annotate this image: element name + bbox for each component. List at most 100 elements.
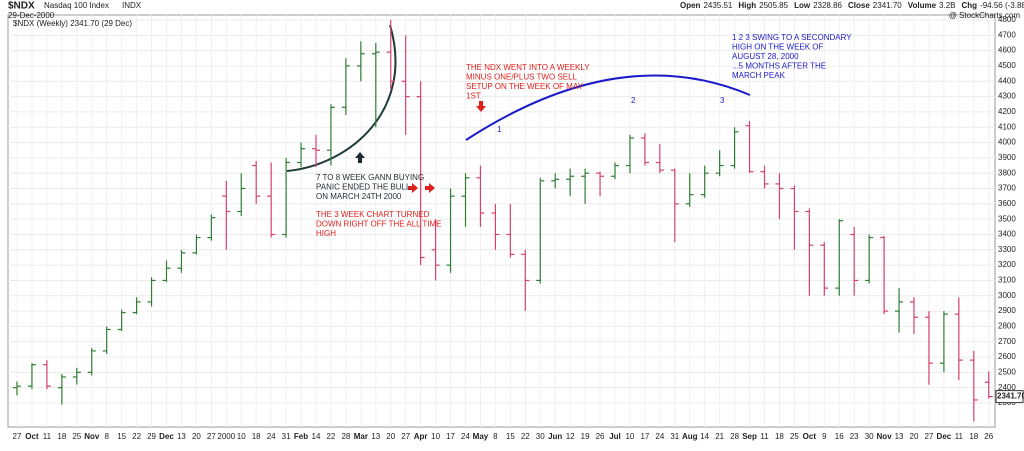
quote-label: Low — [794, 1, 811, 10]
x-tick-label: 24 — [267, 432, 276, 441]
annotation: HIGH — [316, 229, 336, 238]
arrow-right — [425, 183, 435, 193]
last-price-box — [995, 390, 1024, 404]
x-tick-label: 17 — [640, 432, 649, 441]
x-tick-label: 11 — [43, 432, 52, 441]
annotation: ON MARCH 24TH 2000 — [316, 192, 402, 201]
y-tick-label: 2400 — [998, 383, 1016, 392]
x-tick-label: 24 — [461, 432, 470, 441]
quote-value: 2328.86 — [813, 1, 842, 10]
plot-frame — [7, 14, 996, 428]
x-tick-label: Dec — [159, 432, 174, 441]
curve — [286, 24, 397, 172]
y-tick-label: 4500 — [998, 61, 1016, 70]
y-tick-label: 2800 — [998, 322, 1016, 331]
y-tick-label: 3800 — [998, 168, 1016, 177]
arrow-right — [408, 183, 418, 193]
x-tick-label: 27 — [13, 432, 22, 441]
y-tick-label: 4000 — [998, 138, 1016, 147]
y-tick-label: 3500 — [998, 214, 1016, 223]
quote-value: 2435.51 — [703, 1, 732, 10]
y-tick-label: 2900 — [998, 306, 1016, 315]
annotation: 7 TO 8 WEEK GANN BUYING — [316, 173, 424, 182]
x-tick-label: 16 — [835, 432, 844, 441]
x-tick-label: 11 — [955, 432, 964, 441]
x-tick-label: 18 — [775, 432, 784, 441]
quote-label: Chg — [962, 1, 978, 10]
x-tick-label: 15 — [506, 432, 515, 441]
x-tick-label: Dec — [937, 432, 952, 441]
swing-label: 3 — [720, 96, 725, 105]
annotation: THE 3 WEEK CHART TURNED — [316, 210, 430, 219]
x-tick-label: Sep — [742, 432, 757, 441]
symbol: $NDX — [8, 1, 35, 12]
quote-value: -94.56 (-3.88%) — [980, 1, 1024, 10]
y-tick-label: 2700 — [998, 337, 1016, 346]
x-tick-label: 21 — [715, 432, 724, 441]
x-tick-label: 28 — [730, 432, 739, 441]
y-tick-label: 3200 — [998, 260, 1016, 269]
x-tick-label: Oct — [803, 432, 817, 441]
annotation: 1ST — [466, 92, 481, 101]
x-tick-label: 2000 — [217, 432, 235, 441]
x-tick-label: 18 — [57, 432, 66, 441]
x-tick-label: 13 — [895, 432, 904, 441]
x-tick-label: Oct — [25, 432, 39, 441]
y-tick-label: 4300 — [998, 92, 1016, 101]
x-tick-label: Feb — [294, 432, 308, 441]
y-tick-label: 4200 — [998, 107, 1016, 116]
x-tick-label: 29 — [147, 432, 156, 441]
x-tick-label: Jul — [609, 432, 621, 441]
annotation: DOWN RIGHT OFF THE ALL TIME — [316, 220, 442, 229]
x-tick-label: 20 — [910, 432, 919, 441]
arrow-up — [355, 152, 365, 163]
annotation: SETUP ON THE WEEK OF MAY — [466, 82, 584, 91]
annotation: 1 2 3 SWING TO A SECONDARY — [732, 33, 852, 42]
x-tick-label: 22 — [521, 432, 530, 441]
annotation: THE NDX WENT INTO A WEEKLY — [466, 63, 590, 72]
x-tick-label: Aug — [682, 432, 698, 441]
last-price: 2341.70 — [997, 392, 1024, 401]
x-tick-label: Nov — [877, 432, 893, 441]
index-name: Nasdaq 100 Index — [44, 1, 109, 10]
y-tick-label: 3600 — [998, 199, 1016, 208]
y-tick-label: 4600 — [998, 46, 1016, 55]
y-tick-label: 3100 — [998, 276, 1016, 285]
y-tick-label: 2600 — [998, 352, 1016, 361]
date: 29-Dec-2000 — [8, 11, 55, 20]
x-tick-label: 13 — [177, 432, 186, 441]
x-tick-label: 25 — [72, 432, 81, 441]
x-tick-label: 20 — [192, 432, 201, 441]
y-tick-label: 4700 — [998, 30, 1016, 39]
x-tick-label: 31 — [670, 432, 679, 441]
x-tick-label: 11 — [760, 432, 769, 441]
x-tick-label: 8 — [493, 432, 498, 441]
quote-value: 2505.85 — [759, 1, 788, 10]
quote-label: High — [738, 1, 756, 10]
x-tick-label: 14 — [700, 432, 709, 441]
x-tick-label: Mar — [354, 432, 368, 441]
annotation: MARCH PEAK — [732, 71, 786, 80]
source: @ StockCharts.com — [949, 11, 1021, 20]
x-tick-label: 23 — [850, 432, 859, 441]
y-tick-label: 4400 — [998, 76, 1016, 85]
x-tick-label: 27 — [401, 432, 410, 441]
x-tick-label: Nov — [84, 432, 100, 441]
x-tick-label: Apr — [414, 432, 428, 441]
annotation: AUGUST 28, 2000 — [732, 52, 799, 61]
x-tick-label: 10 — [625, 432, 634, 441]
x-tick-label: 12 — [566, 432, 575, 441]
x-tick-label: 30 — [865, 432, 874, 441]
x-tick-label: 30 — [536, 432, 545, 441]
y-tick-label: 3400 — [998, 230, 1016, 239]
x-tick-label: 20 — [386, 432, 395, 441]
x-tick-label: 22 — [326, 432, 335, 441]
arrow-down — [476, 101, 486, 112]
x-tick-label: 18 — [252, 432, 261, 441]
swing-label: 1 — [497, 125, 502, 134]
x-tick-label: 13 — [371, 432, 380, 441]
swing-label: 2 — [631, 96, 636, 105]
legend: $NDX (Weekly) 2341.70 (29 Dec) — [13, 19, 132, 28]
y-tick-label: 2500 — [998, 367, 1016, 376]
x-tick-label: 15 — [117, 432, 126, 441]
